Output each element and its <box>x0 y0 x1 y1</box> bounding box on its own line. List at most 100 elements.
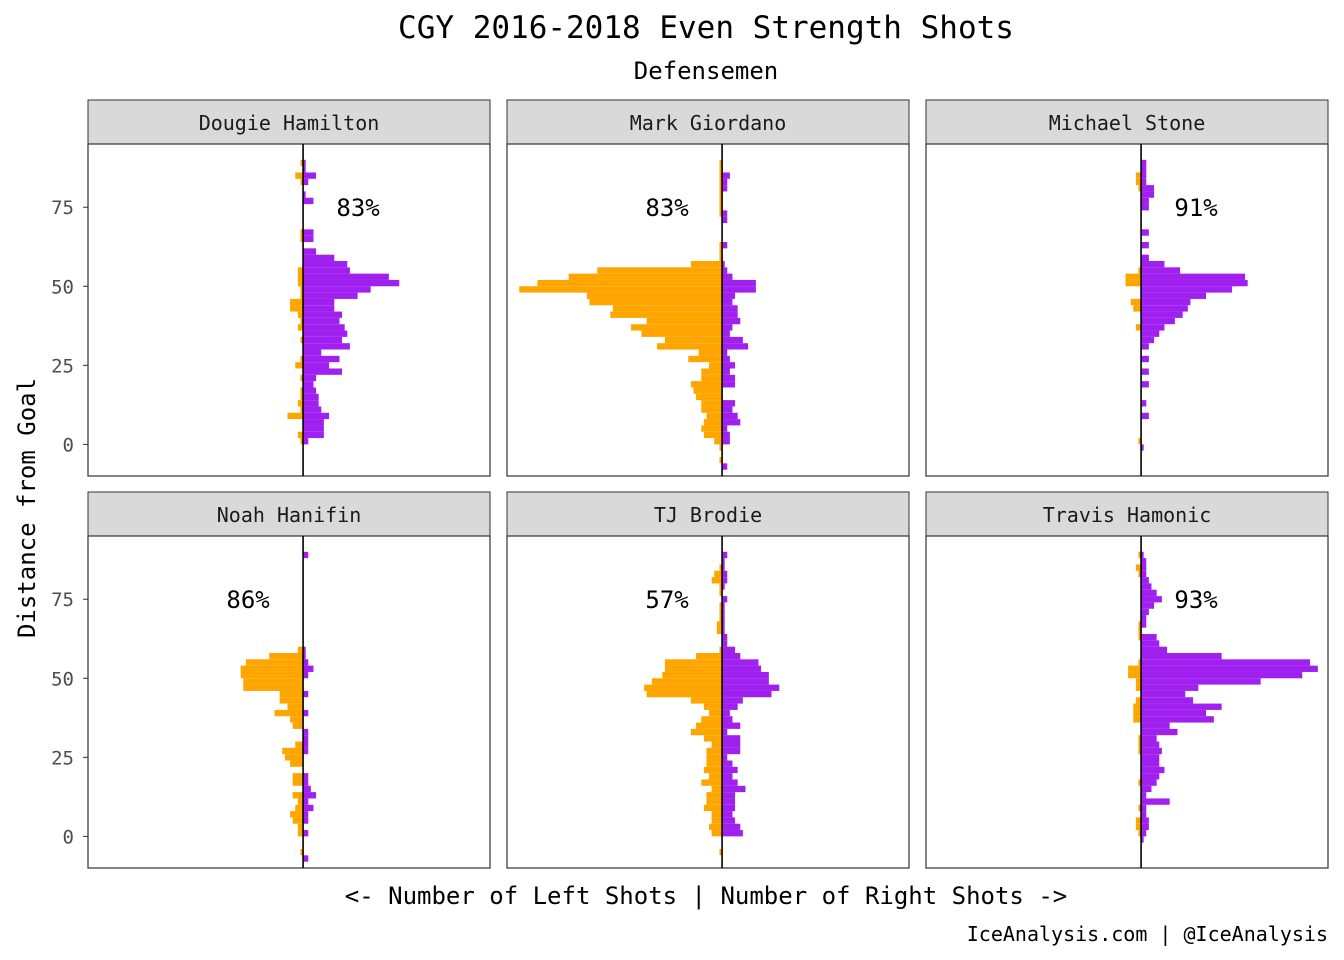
left-shot-bar <box>1128 671 1142 679</box>
right-shot-bar <box>303 166 306 173</box>
left-shot-bar <box>719 849 723 856</box>
left-shot-bar <box>664 659 723 666</box>
right-shot-bar <box>722 608 725 616</box>
left-shot-bar <box>646 317 723 325</box>
left-shot-bar <box>240 665 304 672</box>
left-shot-bar <box>706 754 723 761</box>
left-shot-bar <box>295 804 304 812</box>
left-shot-bar <box>690 697 723 704</box>
right-shot-bar <box>722 728 728 736</box>
left-shot-bar <box>701 779 723 786</box>
right-shot-bar <box>722 703 738 710</box>
right-shot-bar <box>303 248 317 255</box>
right-shot-bar <box>303 374 317 382</box>
right-shot-bar <box>1141 659 1311 666</box>
y-axis-label: Distance from Goal <box>13 378 41 638</box>
right-shot-bar <box>303 817 309 824</box>
percent-label: 93% <box>1174 586 1218 614</box>
left-shot-bar <box>1135 564 1142 571</box>
left-shot-bar <box>688 355 723 363</box>
right-shot-bar <box>1141 166 1147 173</box>
left-shot-bar <box>245 659 304 666</box>
right-shot-bar <box>1141 343 1149 350</box>
right-shot-bar <box>722 760 733 767</box>
left-shot-bar <box>279 697 304 704</box>
right-shot-bar <box>1141 652 1222 660</box>
right-shot-bar <box>1141 273 1246 280</box>
right-shot-bar <box>1141 336 1155 344</box>
right-shot-bar <box>722 773 733 780</box>
right-shot-bar <box>722 583 725 590</box>
right-shot-bar <box>1141 305 1188 312</box>
right-shot-bar <box>722 690 772 698</box>
facet-panel: Michael Stone 91% <box>925 99 1329 477</box>
left-shot-bar <box>1135 823 1142 831</box>
left-shot-bar <box>297 646 304 653</box>
right-shot-bar <box>1141 317 1175 325</box>
left-shot-bar <box>1138 267 1142 274</box>
right-shot-bar <box>1141 823 1149 831</box>
left-shot-bar <box>662 671 723 679</box>
right-shot-bar <box>722 615 725 622</box>
right-shot-bar <box>303 260 348 268</box>
right-shot-bar <box>303 235 314 243</box>
right-shot-bar <box>1141 754 1160 761</box>
right-shot-bar <box>303 172 317 179</box>
right-shot-bar <box>1141 836 1144 843</box>
right-shot-bar <box>303 792 317 799</box>
left-shot-bar <box>297 431 304 439</box>
left-shot-bar <box>1138 659 1142 666</box>
right-shot-bar <box>722 330 730 337</box>
left-shot-bar <box>690 381 723 388</box>
right-shot-bar <box>722 709 730 717</box>
right-shot-bar <box>1141 159 1147 167</box>
right-shot-bar <box>722 551 728 559</box>
right-shot-bar <box>303 324 345 331</box>
facet-panel: Noah Hanifin 86% 0 25 50 75 <box>51 491 491 869</box>
y-tick-label: 0 <box>63 434 74 456</box>
right-shot-bar <box>303 229 314 236</box>
right-shot-bar <box>303 431 324 439</box>
right-shot-bar <box>722 766 738 774</box>
right-shot-bar <box>722 362 736 369</box>
left-shot-bar <box>690 728 723 736</box>
percent-label: 57% <box>645 586 689 614</box>
right-shot-bar <box>1141 716 1214 723</box>
left-shot-bar <box>701 425 723 432</box>
right-shot-bar <box>1141 444 1144 451</box>
left-shot-bar <box>701 406 723 413</box>
left-shot-bar <box>292 722 304 729</box>
right-shot-bar <box>722 646 736 653</box>
facet-panel: Travis Hamonic 93% <box>925 491 1329 869</box>
left-shot-bar <box>711 830 723 837</box>
right-shot-bar <box>722 210 728 217</box>
left-shot-bar <box>719 602 723 609</box>
right-shot-bar <box>722 286 756 293</box>
right-shot-bar <box>303 425 324 432</box>
right-shot-bar <box>722 785 746 793</box>
panel-frame <box>925 143 1329 477</box>
right-shot-bar <box>722 412 738 420</box>
percent-label: 83% <box>645 194 689 222</box>
left-shot-bar <box>297 324 304 331</box>
right-shot-bar <box>303 317 340 325</box>
left-shot-bar <box>711 785 723 793</box>
right-shot-bar <box>1141 722 1170 729</box>
facet-strip-label: TJ Brodie <box>654 503 762 527</box>
right-shot-bar <box>722 431 730 439</box>
right-shot-bar <box>303 368 343 375</box>
right-shot-bar <box>1141 760 1160 767</box>
right-shot-bar <box>1141 589 1157 597</box>
left-shot-bar <box>284 754 304 761</box>
facet-strip-label: Michael Stone <box>1049 111 1206 135</box>
right-shot-bar <box>1141 792 1147 799</box>
right-shot-bar <box>1141 798 1170 805</box>
right-shot-bar <box>1141 690 1186 698</box>
left-shot-bar <box>297 273 304 280</box>
left-shot-bar <box>1138 627 1142 635</box>
left-shot-bar <box>1135 178 1142 186</box>
right-shot-bar <box>722 317 741 325</box>
right-shot-bar <box>1141 191 1155 198</box>
right-shot-bar <box>1141 178 1147 186</box>
right-shot-bar <box>1141 621 1147 628</box>
